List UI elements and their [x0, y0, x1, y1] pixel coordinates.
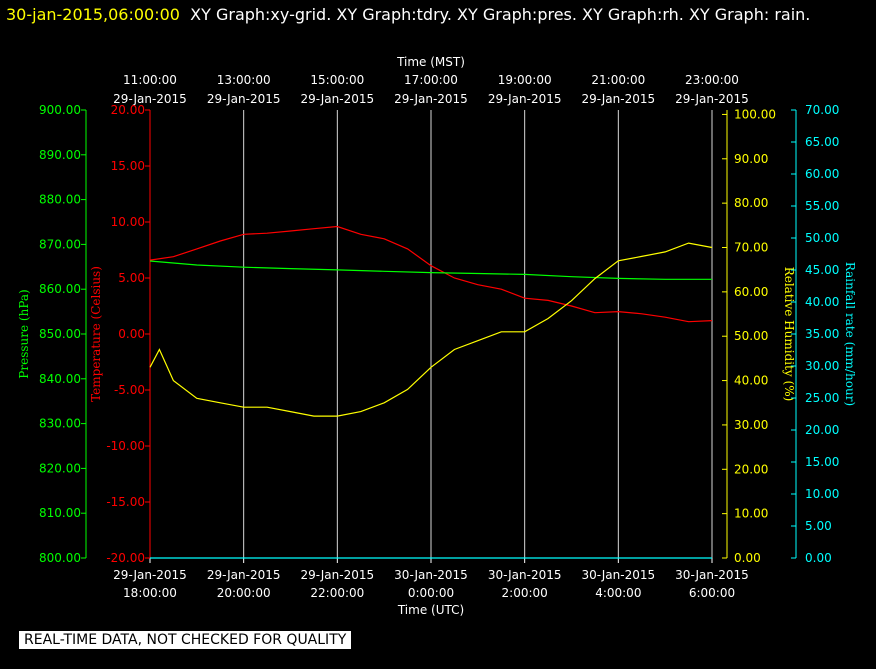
rain-tick-label: 20.00 — [805, 423, 839, 437]
pressure-tick-label: 830.00 — [39, 417, 81, 431]
humidity-series-line — [149, 242, 713, 417]
pressure-tick-label: 800.00 — [39, 551, 81, 565]
timestamp: 30-jan-2015,06:00:00 — [6, 5, 180, 24]
x-tick-label-bottom: 22:00:00 — [310, 586, 364, 600]
rain-tick-label: 55.00 — [805, 199, 839, 213]
x-tick-label-bottom-date: 30-Jan-2015 — [488, 568, 562, 582]
rain-tick-label: 10.00 — [805, 487, 839, 501]
x-axis-title-top: Time (MST) — [396, 55, 465, 69]
rain-tick-label: 5.00 — [805, 519, 832, 533]
pressure-tick-label: 810.00 — [39, 506, 81, 520]
x-tick-label-bottom: 0:00:00 — [408, 586, 454, 600]
humidity-axis-title: Relative Humidity (%) — [782, 267, 796, 402]
x-tick-label-top: 19:00:00 — [498, 73, 552, 87]
pressure-tick-label: 900.00 — [39, 103, 81, 117]
x-tick-label-top-date: 29-Jan-2015 — [675, 92, 749, 106]
rain-tick-label: 35.00 — [805, 327, 839, 341]
x-tick-label-top: 23:00:00 — [685, 73, 739, 87]
rain-tick-label: 30.00 — [805, 359, 839, 373]
rain-tick-label: 40.00 — [805, 295, 839, 309]
quality-notice: REAL-TIME DATA, NOT CHECKED FOR QUALITY — [19, 631, 352, 649]
temperature-tick-label: -10.00 — [106, 439, 145, 453]
x-tick-label-top: 11:00:00 — [123, 73, 177, 87]
rain-tick-label: 70.00 — [805, 103, 839, 117]
x-tick-label-top-date: 29-Jan-2015 — [113, 92, 187, 106]
humidity-tick-label: 60.00 — [734, 285, 768, 299]
pressure-axis-title: Pressure (hPa) — [17, 289, 31, 378]
humidity-tick-label: 10.00 — [734, 507, 768, 521]
temperature-tick-label: 10.00 — [111, 215, 145, 229]
x-tick-label-top-date: 29-Jan-2015 — [488, 92, 562, 106]
x-tick-label-bottom-date: 30-Jan-2015 — [394, 568, 468, 582]
pressure-tick-label: 870.00 — [39, 237, 81, 251]
rain-tick-label: 65.00 — [805, 135, 839, 149]
humidity-tick-label: 40.00 — [734, 374, 768, 388]
x-tick-label-top: 17:00:00 — [404, 73, 458, 87]
rain-tick-label: 15.00 — [805, 455, 839, 469]
x-tick-label-bottom: 20:00:00 — [217, 586, 271, 600]
rain-axis-title: Rainfall rate (mm/hour) — [843, 262, 857, 406]
temperature-tick-label: 0.00 — [118, 327, 145, 341]
x-tick-label-bottom: 6:00:00 — [689, 586, 735, 600]
pressure-tick-label: 850.00 — [39, 327, 81, 341]
x-tick-label-top: 13:00:00 — [217, 73, 271, 87]
temperature-tick-label: 15.00 — [111, 159, 145, 173]
x-tick-label-top: 21:00:00 — [591, 73, 645, 87]
rain-tick-label: 25.00 — [805, 391, 839, 405]
pressure-tick-label: 820.00 — [39, 461, 81, 475]
pressure-tick-label: 880.00 — [39, 193, 81, 207]
humidity-tick-label: 80.00 — [734, 196, 768, 210]
humidity-tick-label: 90.00 — [734, 152, 768, 166]
graph-title: XY Graph:xy-grid. XY Graph:tdry. XY Grap… — [190, 5, 811, 24]
humidity-tick-label: 20.00 — [734, 462, 768, 476]
chart-header: 30-jan-2015,06:00:00 XY Graph:xy-grid. X… — [6, 1, 866, 29]
x-tick-label-top-date: 29-Jan-2015 — [301, 92, 375, 106]
temperature-tick-label: 5.00 — [118, 271, 145, 285]
temperature-tick-label: 20.00 — [111, 103, 145, 117]
humidity-tick-label: 0.00 — [734, 551, 761, 565]
x-tick-label-bottom-date: 30-Jan-2015 — [582, 568, 656, 582]
pressure-series-line — [149, 260, 712, 280]
rain-tick-label: 45.00 — [805, 263, 839, 277]
rain-tick-label: 0.00 — [805, 551, 832, 565]
humidity-tick-label: 70.00 — [734, 241, 768, 255]
x-tick-label-bottom: 4:00:00 — [595, 586, 641, 600]
x-tick-label-bottom-date: 29-Jan-2015 — [301, 568, 375, 582]
rain-tick-label: 50.00 — [805, 231, 839, 245]
temperature-tick-label: -15.00 — [106, 495, 145, 509]
x-tick-label-bottom: 18:00:00 — [123, 586, 177, 600]
x-tick-label-bottom-date: 30-Jan-2015 — [675, 568, 749, 582]
x-tick-label-top-date: 29-Jan-2015 — [207, 92, 281, 106]
temperature-tick-label: -5.00 — [114, 383, 145, 397]
x-tick-label-top-date: 29-Jan-2015 — [582, 92, 656, 106]
pressure-tick-label: 860.00 — [39, 282, 81, 296]
humidity-tick-label: 30.00 — [734, 418, 768, 432]
x-tick-label-bottom-date: 29-Jan-2015 — [207, 568, 281, 582]
temperature-series-line — [149, 225, 713, 323]
humidity-tick-label: 100.00 — [734, 107, 776, 121]
x-tick-label-top-date: 29-Jan-2015 — [394, 92, 468, 106]
temperature-axis-title: Temperature (Celsius) — [89, 266, 103, 402]
x-tick-label-bottom: 2:00:00 — [502, 586, 548, 600]
x-tick-label-bottom-date: 29-Jan-2015 — [113, 568, 187, 582]
temperature-tick-label: -20.00 — [106, 551, 145, 565]
humidity-tick-label: 50.00 — [734, 329, 768, 343]
x-tick-label-top: 15:00:00 — [310, 73, 364, 87]
rain-tick-label: 60.00 — [805, 167, 839, 181]
x-axis-title-bottom: Time (UTC) — [397, 603, 464, 617]
pressure-tick-label: 890.00 — [39, 148, 81, 162]
pressure-tick-label: 840.00 — [39, 372, 81, 386]
